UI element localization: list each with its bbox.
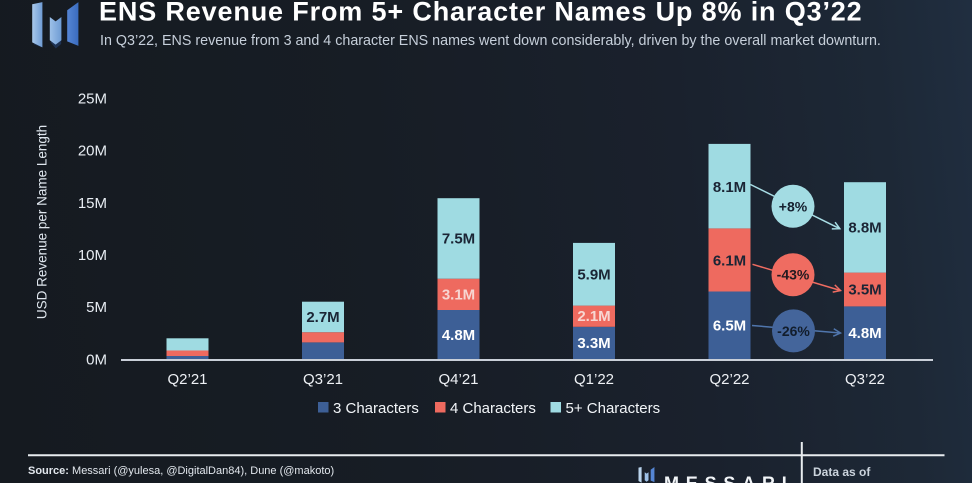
svg-text:10M: 10M [78,247,107,264]
svg-text:4 Characters: 4 Characters [450,400,536,417]
svg-text:In Q3’22, ENS revenue from 3 a: In Q3’22, ENS revenue from 3 and 4 chara… [100,33,881,49]
svg-text:MESSARI: MESSARI [664,474,794,483]
svg-text:25M: 25M [78,90,107,107]
svg-text:2.7M: 2.7M [306,309,339,326]
svg-text:5.9M: 5.9M [577,266,610,283]
svg-text:Data as of: Data as of [813,465,871,479]
svg-text:-43%: -43% [777,267,810,283]
svg-text:7.5M: 7.5M [442,231,475,248]
svg-text:ENS Revenue From 5+ Character: ENS Revenue From 5+ Character Names Up 8… [99,0,863,27]
svg-text:Q2’22: Q2’22 [709,371,749,388]
svg-text:-26%: -26% [777,323,810,339]
svg-text:3.5M: 3.5M [848,282,881,299]
svg-text:15M: 15M [78,195,107,212]
svg-text:Q2’21: Q2’21 [167,371,207,388]
svg-text:+8%: +8% [779,198,808,214]
svg-text:3 Characters: 3 Characters [333,400,419,417]
svg-text:0M: 0M [86,351,107,368]
svg-text:20M: 20M [78,143,107,160]
svg-text:5M: 5M [86,299,107,316]
svg-text:6.5M: 6.5M [713,318,746,335]
svg-text:4.8M: 4.8M [442,327,475,344]
svg-text:6.1M: 6.1M [713,253,746,270]
svg-text:8.8M: 8.8M [848,219,881,236]
svg-text:Q3’22: Q3’22 [845,371,885,388]
svg-text:2.1M: 2.1M [577,308,610,325]
svg-text:Q4’21: Q4’21 [438,371,478,388]
svg-text:4.8M: 4.8M [848,325,881,342]
svg-text:Source: Messari (@yulesa, @Dig: Source: Messari (@yulesa, @DigitalDan84)… [28,465,334,477]
svg-text:8.1M: 8.1M [713,179,746,196]
svg-text:5+ Characters: 5+ Characters [566,400,661,417]
svg-text:Q1’22: Q1’22 [574,371,614,388]
svg-text:USD Revenue per Name Length: USD Revenue per Name Length [35,125,50,319]
svg-text:3.1M: 3.1M [442,286,475,303]
svg-text:3.3M: 3.3M [577,335,610,352]
svg-text:Q3’21: Q3’21 [303,371,343,388]
